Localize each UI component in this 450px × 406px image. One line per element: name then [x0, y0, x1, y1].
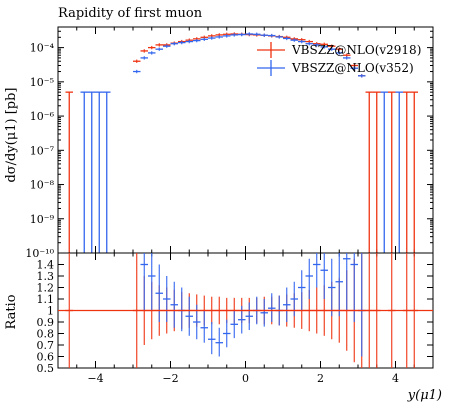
legend-label-v352: VBSZZ@NLO(v352): [291, 61, 414, 75]
ratio-tick-label: 0.9: [37, 316, 55, 329]
ratio-tick-label: 1.4: [37, 259, 55, 272]
ratio-tick-label: 1.1: [37, 293, 55, 306]
x-axis-label: y(μ1): [407, 388, 442, 403]
ratio-axis-label: Ratio: [4, 294, 19, 329]
ratio-series-1: [140, 253, 366, 357]
legend: VBSZZ@NLO(v2918) VBSZZ@NLO(v352): [257, 42, 421, 76]
upper-plot: 10⁻¹⁰ 10⁻⁹ 10⁻⁸ 10⁻⁷ 10⁻⁶ 10⁻⁵ 10⁻⁴: [25, 26, 434, 260]
ratio-tick-label: 1.2: [37, 282, 55, 295]
ratio-plot: −4 −2 0 2 4 0.50.60.70.80.911.11.21.31.4: [37, 252, 434, 385]
y-tick-label: 10⁻⁶: [30, 110, 55, 123]
y-tick-label: 10⁻⁷: [30, 144, 55, 157]
legend-label-v2918: VBSZZ@NLO(v2918): [291, 43, 421, 57]
series-1: [80, 32, 403, 253]
ratio-tick-label: 0.7: [37, 339, 55, 352]
ratio-tick-label: 0.8: [37, 328, 55, 341]
y-tick-label: 10⁻¹⁰: [25, 247, 54, 260]
x-tick-label: 2: [317, 372, 324, 385]
x-tick-label: −2: [162, 372, 178, 385]
y-axis-label: dσ/dy(μ1) [pb]: [4, 87, 19, 182]
y-tick-label: 10⁻⁴: [30, 42, 55, 55]
y-tick-label: 10⁻⁹: [30, 213, 55, 226]
y-tick-label: 10⁻⁸: [30, 179, 55, 192]
x-tick-label: 4: [392, 372, 399, 385]
ratio-tick-label: 0.6: [37, 351, 55, 364]
ratio-tick-label: 1.3: [37, 270, 55, 283]
x-tick-label: 0: [242, 372, 249, 385]
x-tick-label: −4: [87, 372, 103, 385]
chart-title: Rapidity of first muon: [58, 6, 203, 21]
ratio-tick-label: 1: [47, 305, 54, 318]
ratio-tick-label: 0.5: [37, 362, 55, 375]
y-tick-label: 10⁻⁵: [30, 76, 54, 89]
